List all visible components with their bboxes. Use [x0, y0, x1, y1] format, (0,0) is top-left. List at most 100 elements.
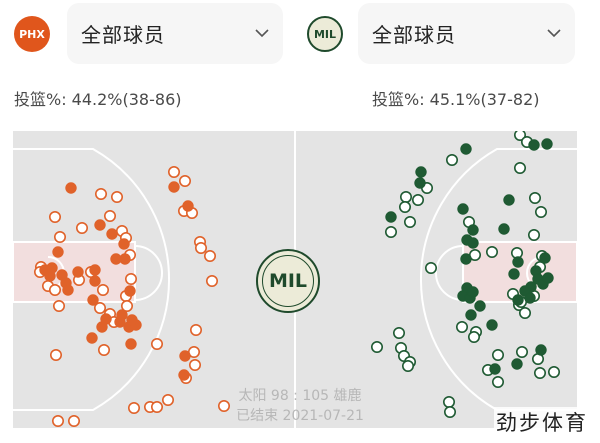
phx-missed-shot [51, 414, 64, 427]
basketball-court [13, 131, 577, 428]
phx-made-shot [116, 309, 128, 321]
mil-made-shot [414, 177, 426, 189]
mil-made-shot [508, 268, 520, 280]
mil-made-shot [498, 223, 510, 235]
mil-made-shot [385, 211, 397, 223]
phx-missed-shot [95, 187, 108, 200]
game-status-date: 已结束 2021-07-21 [236, 408, 364, 424]
phx-missed-shot [218, 399, 231, 412]
phx-missed-shot [48, 284, 61, 297]
phx-made-shot [87, 294, 99, 306]
phx-made-shot [182, 200, 194, 212]
shot-markers [33, 131, 560, 427]
phx-missed-shot [49, 349, 62, 362]
phx-made-shot [125, 338, 137, 350]
phx-made-shot [94, 219, 106, 231]
mil-made-shot [489, 363, 501, 375]
phx-team-logo: PHX [14, 16, 50, 52]
mil-made-shot [503, 194, 515, 206]
phx-missed-shot [125, 273, 138, 286]
phx-made-shot [89, 275, 101, 287]
mil-player-select[interactable]: 全部球员 [358, 3, 575, 64]
watermark: 劲步体育 [494, 407, 590, 437]
final-score: 太阳 98 : 105 雄鹿 [238, 388, 362, 404]
phx-missed-shot [48, 211, 61, 224]
phx-made-shot [86, 332, 98, 344]
mil-missed-shot [491, 349, 504, 362]
mil-made-shot [512, 256, 524, 268]
phx-missed-shot [204, 250, 217, 263]
phx-missed-shot [189, 359, 202, 372]
phx-made-shot [126, 314, 138, 326]
mil-missed-shot [399, 190, 412, 203]
mil-missed-shot [370, 341, 383, 354]
mil-made-shot [486, 319, 498, 331]
phx-missed-shot [206, 275, 219, 288]
mil-missed-shot [515, 346, 528, 359]
phx-missed-shot [151, 400, 164, 413]
mil-missed-shot [443, 405, 456, 418]
phx-made-shot [178, 369, 190, 381]
phx-player-select[interactable]: 全部球员 [67, 3, 283, 64]
mil-missed-shot [485, 246, 498, 259]
phx-made-shot [118, 238, 130, 250]
phx-missed-shot [75, 222, 88, 235]
mil-missed-shot [533, 367, 546, 380]
mil-made-shot [512, 294, 524, 306]
mil-made-shot [511, 358, 523, 370]
phx-missed-shot [104, 210, 117, 223]
phx-free-throw-arc [134, 245, 163, 301]
mil-missed-shot [442, 395, 455, 408]
mil-free-throw-arc [435, 245, 464, 301]
mil-made-shot [474, 300, 486, 312]
mil-missed-shot [424, 262, 437, 275]
mil-missed-shot [467, 331, 480, 344]
phx-made-shot [46, 262, 58, 274]
phx-fg-percentage: 投篮%: 44.2%(38-86) [14, 90, 182, 109]
phx-made-shot [106, 228, 118, 240]
mil-made-shot [415, 166, 427, 178]
phx-missed-shot [67, 414, 80, 427]
phx-made-shot [124, 285, 136, 297]
mil-made-shot [467, 237, 479, 249]
chevron-down-icon [547, 29, 561, 38]
mil-missed-shot [534, 206, 547, 219]
phx-missed-shot [111, 190, 124, 203]
phx-made-shot [62, 284, 74, 296]
mil-missed-shot [527, 229, 540, 242]
mil-missed-shot [411, 193, 424, 206]
mil-missed-shot [491, 376, 504, 389]
mil-made-shot [542, 272, 554, 284]
phx-made-shot [110, 253, 122, 265]
phx-missed-shot [195, 242, 208, 255]
mil-made-shot [467, 286, 479, 298]
mil-fg-percentage: 投篮%: 45.1%(37-82) [372, 90, 540, 109]
mil-missed-shot [445, 153, 458, 166]
mil-three-point-line [419, 148, 577, 411]
mil-made-shot [535, 344, 547, 356]
center-court-logo: MIL [256, 249, 320, 313]
phx-made-shot [89, 264, 101, 276]
phx-made-shot [52, 246, 64, 258]
phx-missed-shot [97, 284, 110, 297]
mil-made-shot [465, 309, 477, 321]
mil-made-shot [460, 253, 472, 265]
mil-missed-shot [528, 191, 541, 204]
mil-missed-shot [513, 161, 526, 174]
mil-made-shot [528, 139, 540, 151]
mil-made-shot [467, 224, 479, 236]
phx-missed-shot [128, 401, 141, 414]
phx-made-shot [100, 313, 112, 325]
mil-made-shot [460, 143, 472, 155]
mil-team-logo: MIL [307, 16, 343, 52]
phx-made-shot [179, 350, 191, 362]
mil-missed-shot [455, 321, 468, 334]
phx-made-shot [72, 266, 84, 278]
mil-made-shot [457, 203, 469, 215]
phx-missed-shot [151, 338, 164, 351]
mil-missed-shot [392, 327, 405, 340]
shot-chart [13, 131, 577, 428]
mil-made-shot [524, 292, 536, 304]
mil-missed-shot [398, 201, 411, 214]
phx-missed-shot [121, 300, 134, 313]
